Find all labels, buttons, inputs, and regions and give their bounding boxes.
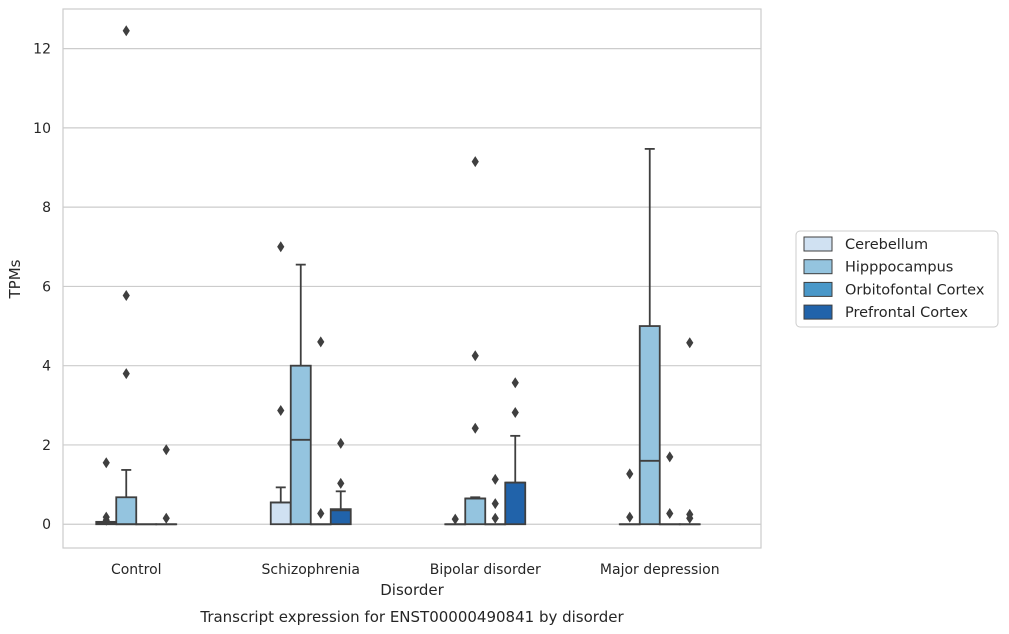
outlier-point (491, 498, 499, 510)
box-group (678, 337, 701, 526)
outlier-point (471, 156, 479, 168)
legend-label: Orbitofontal Cortex (845, 282, 985, 298)
outlier-point (491, 512, 499, 524)
x-tick-label: Schizophrenia (262, 562, 360, 578)
outlier-point (686, 337, 694, 349)
outlier-point (666, 451, 674, 463)
box-rect (329, 508, 352, 526)
outlier-point (626, 511, 634, 523)
x-tick-label: Bipolar disorder (430, 562, 541, 578)
box-group (638, 148, 661, 526)
box-rect (289, 364, 312, 526)
outlier-point (511, 406, 519, 418)
x-axis-title: Disorder (380, 581, 444, 599)
legend: Cerebellum Hipppocampus Orbitofontal Corte… (795, 230, 999, 328)
legend-swatch (803, 236, 833, 252)
outlier-point (162, 512, 170, 524)
box-group (115, 25, 138, 526)
chart-title: Transcript expression for ENST0000049084… (199, 608, 624, 626)
box-series (95, 25, 701, 526)
legend-label: Cerebellum (845, 237, 928, 253)
box-group (289, 263, 312, 526)
outlier-point (626, 468, 634, 480)
outlier-point (102, 511, 110, 523)
box-rect (504, 481, 527, 526)
outlier-point (122, 25, 130, 37)
outlier-point (122, 290, 130, 302)
box-rect (464, 497, 487, 526)
box-rect (638, 325, 661, 526)
y-tick-label: 6 (42, 279, 51, 295)
legend-label: Prefrontal Cortex (845, 305, 968, 321)
legend-frame (795, 230, 999, 328)
box-group (658, 451, 681, 526)
y-tick-labels: 0 2 4 6 8 10 12 (33, 42, 51, 534)
y-tick-label: 2 (42, 438, 51, 454)
plot-frame (62, 8, 762, 549)
y-tick-label: 8 (42, 200, 51, 216)
legend-label: Hipppocampus (845, 260, 953, 276)
outlier-point (277, 404, 285, 416)
outlier-point (491, 473, 499, 485)
box-group (155, 444, 178, 526)
y-axis-title: TPMs (6, 259, 24, 299)
y-tick-label: 10 (33, 121, 51, 137)
grid-lines (63, 48, 761, 525)
outlier-point (511, 377, 519, 389)
box-group (464, 156, 487, 526)
legend-swatch (803, 259, 833, 275)
outlier-point (337, 477, 345, 489)
outlier-point (471, 422, 479, 434)
outlier-point (451, 513, 459, 525)
box-group (269, 241, 292, 526)
legend-swatch (803, 281, 833, 297)
y-tick-label: 12 (33, 42, 51, 58)
x-tick-labels: Control Schizophrenia Bipolar disorder Majo… (111, 562, 720, 578)
box-group (95, 457, 118, 526)
outlier-point (337, 437, 345, 449)
x-tick-label: Major depression (600, 562, 720, 578)
box-group (484, 473, 507, 526)
box-rect (115, 496, 138, 526)
outlier-point (122, 368, 130, 380)
box-rect (269, 501, 292, 526)
legend-swatch (803, 304, 833, 320)
outlier-point (471, 350, 479, 362)
y-tick-label: 4 (42, 359, 51, 375)
outlier-point (317, 508, 325, 520)
box-group (504, 377, 527, 526)
outlier-point (162, 444, 170, 456)
outlier-point (102, 457, 110, 469)
y-tick-label: 0 (42, 517, 51, 533)
box-group (329, 437, 352, 526)
outlier-point (317, 336, 325, 348)
x-tick-label: Control (111, 562, 162, 578)
outlier-point (666, 508, 674, 520)
outlier-point (686, 508, 694, 520)
outlier-point (277, 241, 285, 253)
